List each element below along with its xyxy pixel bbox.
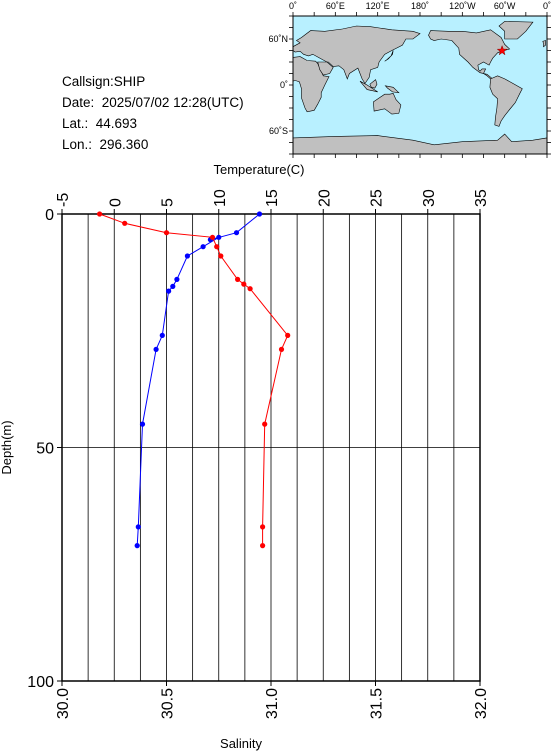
temperature-tick-label: 0 xyxy=(107,198,124,207)
temperature-data-point xyxy=(216,234,222,240)
salinity-data-point xyxy=(278,346,285,352)
map-lon-label: 0˚ xyxy=(289,1,297,11)
salinity-data-point xyxy=(235,276,241,282)
map-landmass xyxy=(542,40,546,48)
salinity-data-point xyxy=(247,286,253,292)
temperature-data-point xyxy=(166,288,172,294)
salinity-data-point xyxy=(285,332,291,338)
salinity-data-point xyxy=(214,244,220,250)
map-lon-label: 120˚E xyxy=(366,1,390,11)
temperature-data-point xyxy=(170,283,176,289)
map-lat-label: 60˚N xyxy=(268,34,288,44)
salinity-data-point xyxy=(262,421,268,427)
depth-tick-label: 0 xyxy=(45,207,54,224)
temperature-data-point xyxy=(159,332,165,338)
temperature-tick-label: 10 xyxy=(212,189,229,207)
temperature-data-point xyxy=(153,346,159,352)
temperature-data-point xyxy=(184,253,190,259)
temperature-data-point xyxy=(134,543,140,549)
salinity-data-point xyxy=(260,524,266,530)
salinity-tick-label: 31.5 xyxy=(369,688,386,719)
map-lon-label: 120˚W xyxy=(449,1,476,11)
salinity-tick-label: 31.0 xyxy=(264,688,281,719)
salinity-data-point xyxy=(163,230,170,236)
map-lon-label: 0˚ xyxy=(543,1,551,11)
map-land xyxy=(292,21,548,155)
depth-axis-title: Depth(m) xyxy=(0,420,14,474)
date-text: Date: 2025/07/02 12:28(UTC) xyxy=(62,95,244,110)
salinity-data-point xyxy=(209,234,216,240)
temperature-tick-label: 35 xyxy=(473,189,490,207)
station-marker-icon xyxy=(496,44,508,56)
latitude-text: Lat.: 44.693 xyxy=(62,116,138,131)
map-landmass xyxy=(369,79,378,89)
location-map: 0˚ 60˚E 120˚E 180˚ 120˚W 60˚W 0˚ 60˚N 0˚ 60˚S xyxy=(268,1,551,158)
map-landmass xyxy=(373,93,402,115)
temperature-data-point xyxy=(200,244,206,250)
map-lon-label: 60˚W xyxy=(494,1,516,11)
temperature-tick-label: 30 xyxy=(421,189,438,207)
map-lon-label: 60˚E xyxy=(326,1,345,11)
salinity-profile-line xyxy=(99,213,289,546)
map-lat-label: 60˚S xyxy=(269,126,288,136)
temperature-data-point xyxy=(135,524,141,530)
depth-tick-label: 100 xyxy=(27,674,54,691)
temperature-data-point xyxy=(233,230,240,236)
temperature-tick-label: 15 xyxy=(264,189,281,207)
map-landmass xyxy=(428,29,511,80)
temperature-data-point xyxy=(174,276,180,282)
temperature-tick-label: 20 xyxy=(316,189,333,207)
temperature-data-point xyxy=(139,421,146,427)
temperature-tick-label: -5 xyxy=(55,193,72,207)
map-landmass xyxy=(359,80,378,93)
temperature-data-point xyxy=(256,211,263,217)
callsign-text: Callsign:SHIP xyxy=(62,74,146,89)
salinity-axis-title: Salinity xyxy=(220,736,262,751)
salinity-data-point xyxy=(260,543,266,549)
salinity-data-point xyxy=(122,220,128,226)
map-landmass xyxy=(498,21,534,40)
salinity-tick-label: 30.5 xyxy=(160,688,177,719)
temperature-tick-label: 5 xyxy=(160,198,177,207)
longitude-text: Lon.: 296.360 xyxy=(62,137,149,152)
map-landmass xyxy=(489,75,523,127)
salinity-tick-label: 30.0 xyxy=(55,688,72,719)
temperature-profile-line xyxy=(136,213,260,546)
map-landmass xyxy=(384,50,394,62)
salinity-data-point xyxy=(218,253,224,259)
map-lat-label: 0˚ xyxy=(280,80,288,90)
depth-tick-label: 50 xyxy=(36,441,54,458)
salinity-data-point xyxy=(97,211,103,217)
map-landmass xyxy=(317,61,334,76)
map-landmass xyxy=(384,85,400,94)
salinity-data-point xyxy=(241,281,247,287)
map-lon-label: 180˚ xyxy=(411,1,429,11)
salinity-tick-label: 32.0 xyxy=(473,688,490,719)
map-landmass xyxy=(292,25,421,85)
temperature-tick-label: 25 xyxy=(369,189,386,207)
temperature-axis-title: Temperature(C) xyxy=(213,162,304,177)
